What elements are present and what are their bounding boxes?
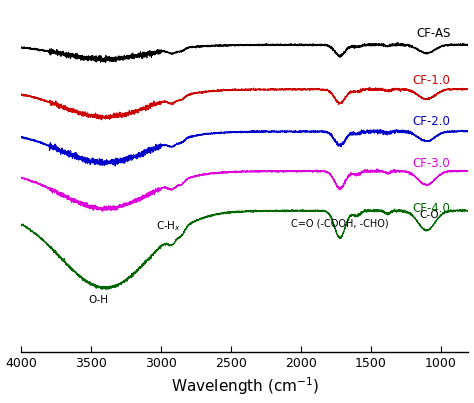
Text: CF-AS: CF-AS [416, 27, 450, 40]
Text: O-H: O-H [88, 295, 109, 305]
Text: CF-3.0: CF-3.0 [412, 157, 450, 170]
Text: C=O (-COOH, -CHO): C=O (-COOH, -CHO) [291, 218, 389, 228]
Text: CF-4.0: CF-4.0 [412, 202, 450, 215]
X-axis label: Wavelength (cm$^{-1}$): Wavelength (cm$^{-1}$) [171, 376, 319, 397]
Text: C-H$_x$: C-H$_x$ [155, 219, 181, 233]
Text: C-O: C-O [419, 210, 439, 220]
Text: CF-1.0: CF-1.0 [412, 74, 450, 87]
Text: CF-2.0: CF-2.0 [412, 116, 450, 129]
